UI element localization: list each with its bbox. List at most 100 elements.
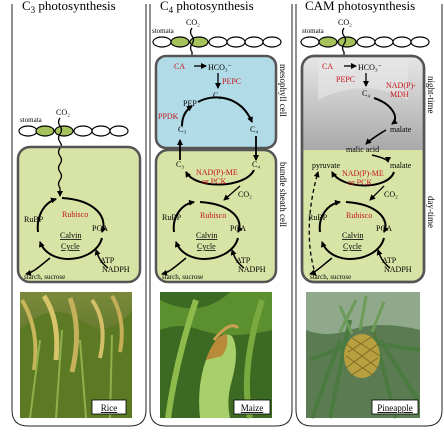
cam-rubp: RuBP [308, 213, 328, 222]
c4-co2-inner: CO₂ [238, 190, 252, 199]
c4-bundle-sheath-cell [154, 148, 278, 284]
cam-stomata-label: stomata [302, 27, 325, 35]
cam-panel: stomata CO₂ night-time day-time CA HCO₃⁻… [300, 18, 436, 419]
cam-mdh-arrow [373, 97, 398, 125]
c3-nadph: NADPH [102, 265, 130, 274]
cam-co2-diffusion-arrow [341, 27, 347, 65]
panel-frame-c3 [11, 4, 147, 427]
c3-co2-label: CO₂ [56, 108, 70, 117]
c3-calvin-cycle-arrow [61, 197, 107, 233]
c3-pga: PGA [92, 224, 108, 233]
c4-pga: PGA [230, 224, 246, 233]
c3-panel: CO₂ stomata Rubisco RuBP PGA Calvin Cycl… [16, 108, 142, 419]
c4-co2-release-arrow [223, 185, 241, 201]
cam-atp-arrow [376, 249, 391, 269]
cam-nadp-me-2: or PCK [348, 178, 372, 187]
c3-co2-diffusion-arrow-inner [57, 147, 63, 197]
c4-stomata-label: stomata [152, 27, 175, 35]
cam-nadp-mdh-1: NAD(P)- [386, 81, 416, 90]
c4-calvin-cycle-arrow-left [172, 199, 195, 233]
cam-pga: PGA [376, 224, 392, 233]
maize-label-box [233, 399, 271, 415]
cam-ca: CA [322, 62, 333, 71]
c3-calvin-cycle-arrow-lower [39, 237, 103, 260]
panel-frame-c4 [149, 4, 293, 427]
c4-mesophyll-cell [154, 54, 278, 150]
pineapple-label: Pineapple [377, 403, 413, 413]
c3-calvin-label-2: Cycle [61, 242, 80, 251]
cam-stomata-row [300, 36, 430, 48]
cam-co2-inner: CO₂ [384, 190, 398, 199]
c4-side-mesophyll: mesophyll cell [278, 64, 288, 117]
c4-starch: starch, sucrose [162, 273, 203, 281]
pineapple-photo: Pineapple [306, 292, 421, 419]
cam-malic-acid: malic acid [346, 145, 379, 154]
c3-atp: ATP [100, 256, 115, 265]
cam-pepc: PEPC [336, 75, 355, 84]
c3-rubp: RuBP [24, 215, 44, 224]
cam-co2-label: CO₂ [338, 18, 352, 27]
c4-ppdk-arrow [181, 105, 193, 127]
cam-from-vacuole-arrow [371, 154, 391, 163]
c3-starch: starch, sucrose [24, 273, 65, 281]
cam-starch: starch, sucrose [310, 273, 351, 281]
c4-ca: CA [174, 62, 185, 71]
c4-co2-diffusion-arrow [189, 27, 195, 65]
c4-calvin-cycle-arrow [199, 201, 243, 233]
c4-nadp-me-2: or PCK [202, 177, 226, 186]
cam-nadp-me-1: NAD(P)-ME [342, 169, 384, 178]
cam-malate-night: malate [390, 125, 412, 134]
cam-calvin-label-2: Cycle [343, 242, 362, 251]
c4-calvin-label-2: Cycle [197, 242, 216, 251]
title-c3: C3 photosynthesis [22, 0, 116, 15]
pineapple-label-box [371, 399, 419, 415]
c4-rubp: RuBP [162, 213, 182, 222]
cam-side-day: day-time [426, 196, 436, 228]
cam-calvin-cycle-arrow-lower [321, 237, 385, 260]
c4-stomata-row [152, 36, 282, 48]
c3-starch-arrow [25, 257, 51, 276]
c4-calvin-cycle-arrow-lower [175, 237, 239, 260]
cam-calvin-label-1: Calvin [342, 231, 363, 240]
panel-frame-cam [295, 4, 443, 427]
c4-c3-top: C₃ [178, 125, 186, 134]
cam-calvin-cycle-arrow-left [318, 199, 341, 233]
c3-stomata-label: stomata [20, 116, 43, 124]
rice-label: Rice [101, 403, 118, 413]
c4-nadph: NADPH [238, 265, 266, 274]
c4-side-bundle: bundle sheath cell [278, 162, 288, 227]
c4-c4-top: C₄ [213, 91, 221, 100]
c4-c4-bottom: C₄ [252, 160, 260, 169]
c4-c4-right: C₄ [250, 125, 258, 134]
c3-stomata-row [18, 125, 129, 137]
c3-rubisco: Rubisco [62, 210, 88, 219]
cam-nadp-mdh-2: MDH [390, 90, 409, 99]
cam-calvin-cycle-arrow [345, 201, 389, 233]
cam-rubisco: Rubisco [346, 211, 372, 220]
cam-malate-day: malate [390, 161, 412, 170]
c4-starch-arrow [161, 257, 187, 276]
cam-side-night: night-time [426, 76, 436, 114]
cam-nadph: NADPH [384, 265, 412, 274]
c4-nadp-me-1: NAD(P)-ME [196, 168, 238, 177]
c3-atp-arrow [94, 249, 109, 269]
maize-photo: Maize [160, 292, 272, 419]
cam-c4: C₄ [362, 89, 370, 98]
c3-calvin-cycle-arrow-left [36, 197, 57, 233]
cam-atp: ATP [382, 256, 397, 265]
rice-photo: Rice [20, 292, 132, 419]
c3-cell [16, 145, 142, 284]
c4-pep: PEP [183, 99, 197, 108]
title-c4: C4 photosynthesis [160, 0, 254, 15]
c4-co2-label: CO₂ [186, 18, 200, 27]
c4-mesophyll-cycle [197, 96, 253, 123]
c4-atp: ATP [236, 256, 251, 265]
c4-ppdk: PPDK [158, 112, 179, 121]
cam-starch-arrow [309, 257, 333, 276]
cam-co2-release-arrow [369, 185, 385, 201]
c4-atp-arrow [230, 249, 245, 269]
c4-calvin-label-1: Calvin [196, 231, 217, 240]
c3-calvin-label-1: Calvin [60, 231, 81, 240]
